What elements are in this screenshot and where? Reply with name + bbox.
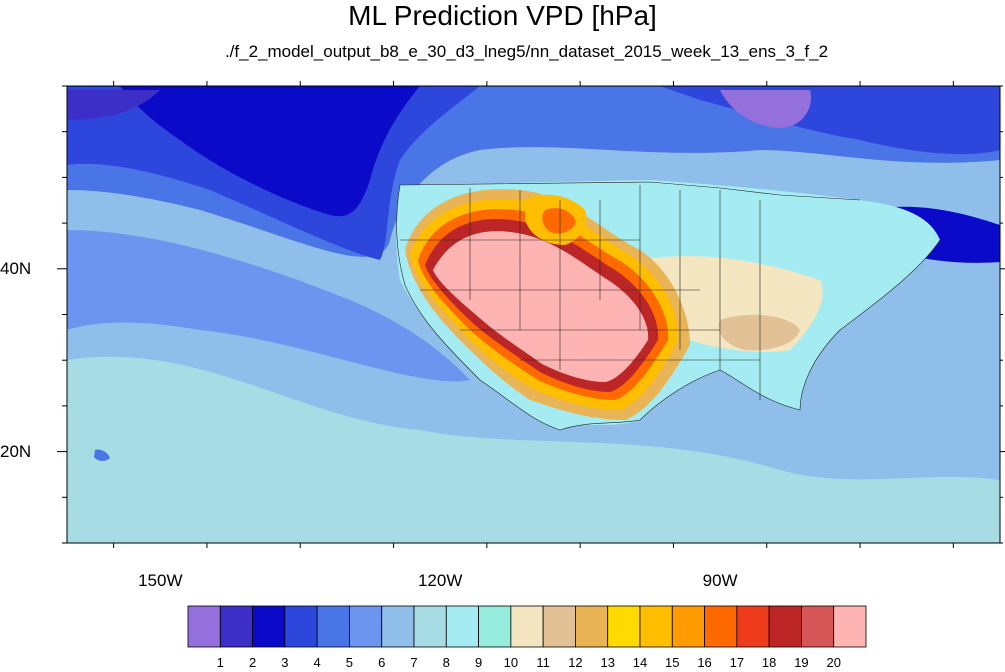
colorbar-label: 5 bbox=[345, 655, 354, 670]
colorbar-label: 12 bbox=[568, 655, 583, 670]
colorbar-swatch bbox=[316, 605, 350, 648]
axis-ticks bbox=[57, 81, 1005, 548]
colorbar-label: 15 bbox=[665, 655, 680, 670]
lon-label: 120W bbox=[417, 571, 463, 590]
colorbar-swatch bbox=[639, 605, 673, 648]
colorbar-swatch bbox=[219, 605, 253, 648]
colorbar-label: 16 bbox=[697, 655, 712, 670]
colorbar-label: 7 bbox=[410, 655, 418, 670]
colorbar-label: 4 bbox=[313, 655, 321, 670]
colorbar-swatch bbox=[607, 605, 641, 648]
colorbar-swatch bbox=[768, 605, 802, 648]
colorbar-label: 14 bbox=[632, 655, 648, 670]
colorbar-swatch bbox=[445, 605, 479, 648]
lon-label: 150W bbox=[138, 571, 183, 590]
colorbar bbox=[187, 605, 867, 648]
colorbar-label: 19 bbox=[794, 655, 809, 670]
colorbar-label: 9 bbox=[474, 655, 483, 670]
colorbar-swatch bbox=[542, 605, 576, 648]
colorbar-label: 10 bbox=[503, 655, 519, 670]
colorbar-label: 8 bbox=[442, 655, 450, 670]
colorbar-swatch bbox=[252, 605, 286, 648]
colorbar-label: 17 bbox=[729, 655, 745, 670]
colorbar-swatch bbox=[704, 605, 738, 648]
colorbar-swatch bbox=[736, 605, 770, 648]
colorbar-label: 20 bbox=[826, 655, 841, 670]
colorbar-swatch bbox=[187, 605, 221, 648]
colorbar-swatch bbox=[510, 605, 544, 648]
colorbar-swatch bbox=[575, 605, 609, 648]
colorbar-swatch bbox=[478, 605, 512, 648]
colorbar-label: 11 bbox=[536, 655, 550, 670]
colorbar-label: 18 bbox=[761, 655, 777, 670]
colorbar-swatch bbox=[381, 605, 415, 648]
lat-label: 40N bbox=[0, 258, 32, 278]
state-boundaries bbox=[396, 181, 941, 431]
lon-label: 90W bbox=[702, 571, 738, 590]
colorbar-swatch bbox=[671, 605, 705, 648]
colorbar-label: 3 bbox=[281, 655, 289, 670]
colorbar-swatch bbox=[349, 605, 383, 648]
colorbar-label: 2 bbox=[248, 655, 257, 670]
chart-subtitle: ./f_2_model_output_b8_e_30_d3_lneg5/nn_d… bbox=[224, 42, 829, 61]
vpd-field bbox=[67, 86, 1000, 543]
lat-label: 20N bbox=[0, 441, 32, 461]
colorbar-swatch bbox=[413, 605, 447, 648]
chart-title: ML Prediction VPD [hPa] bbox=[348, 0, 657, 31]
colorbar-label: 1 bbox=[216, 655, 224, 670]
colorbar-label: 6 bbox=[378, 655, 386, 670]
colorbar-label: 13 bbox=[600, 655, 615, 670]
colorbar-swatch bbox=[833, 605, 867, 648]
colorbar-swatch bbox=[284, 605, 318, 648]
colorbar-swatch bbox=[801, 605, 835, 648]
